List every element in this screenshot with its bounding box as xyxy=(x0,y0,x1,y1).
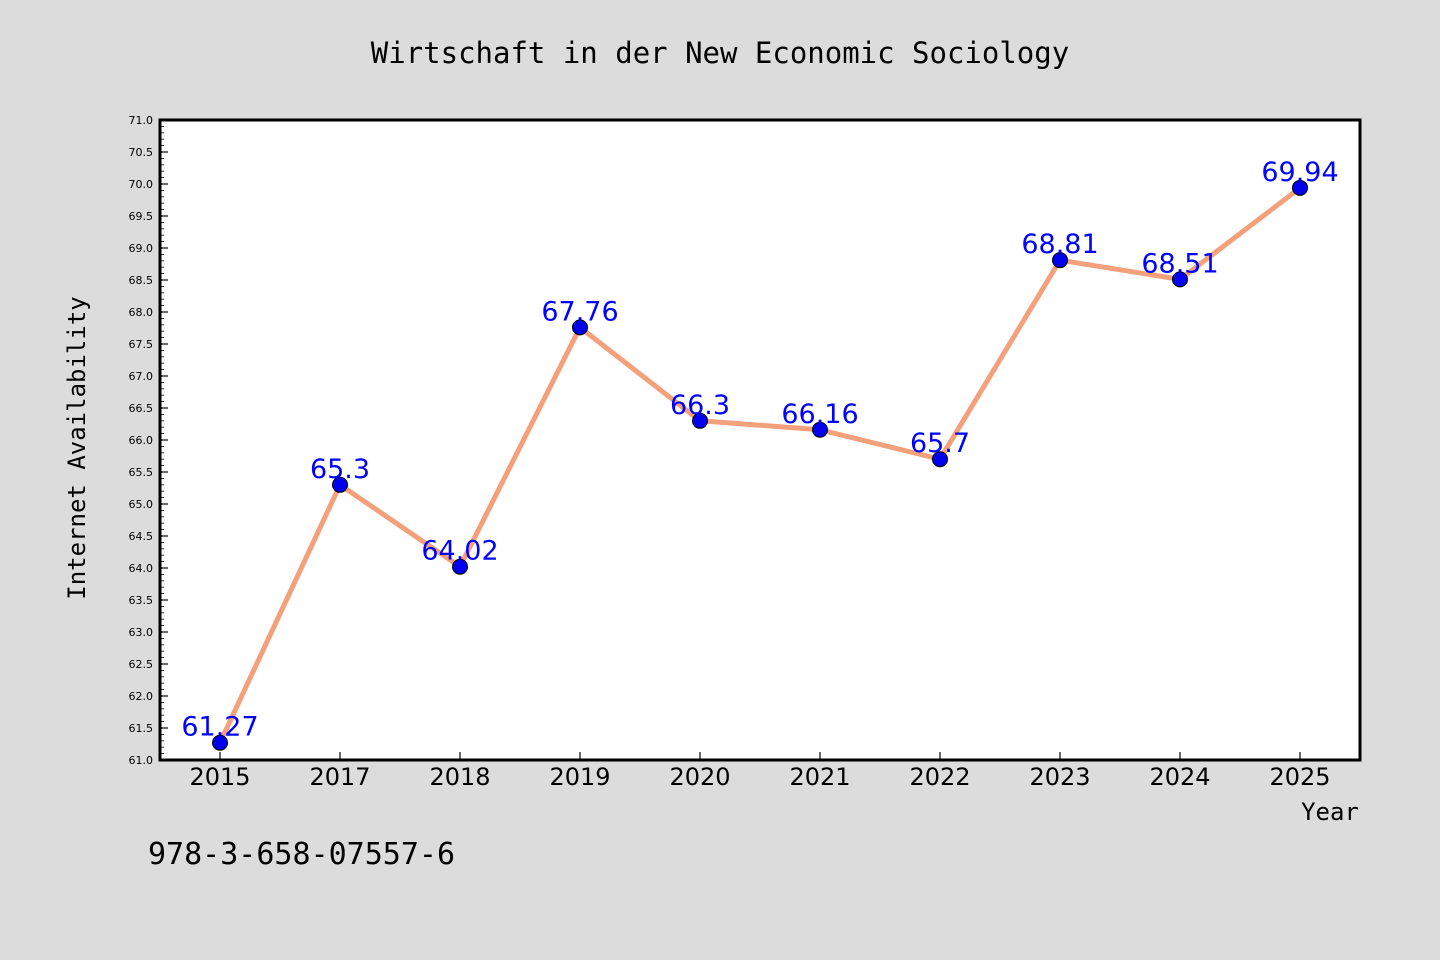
y-tick-label: 62.0 xyxy=(129,690,154,703)
data-label: 67.76 xyxy=(541,296,618,327)
y-tick-label: 68.0 xyxy=(129,306,154,319)
data-labels: 61.27 65.3 64.02 67.76 66.3 66.16 65.7 68.81 68.… xyxy=(181,157,1338,743)
y-tick-label: 70.0 xyxy=(129,178,154,191)
data-point xyxy=(1292,179,1308,196)
y-tick-label: 67.5 xyxy=(129,338,154,351)
data-point xyxy=(572,319,588,336)
y-tick-label: 63.5 xyxy=(129,594,154,607)
y-tick-label: 62.5 xyxy=(129,658,154,671)
y-axis-label: Internet Availability xyxy=(63,296,91,599)
y-tick-label: 66.0 xyxy=(129,434,154,447)
x-tick-label: 2025 xyxy=(1269,763,1330,791)
y-tick-label: 66.5 xyxy=(129,402,154,415)
data-point xyxy=(332,476,348,493)
series-line xyxy=(217,185,1303,746)
data-point xyxy=(1172,271,1188,288)
data-label: 69.94 xyxy=(1261,157,1338,188)
y-tick-label: 69.5 xyxy=(129,210,154,223)
x-tick-label: 2019 xyxy=(549,763,610,791)
data-point xyxy=(452,558,468,575)
x-axis: 2015 2017 2018 2019 2020 2021 2022 2023 2024 2025 xyxy=(189,752,1331,791)
y-tick-label: 64.0 xyxy=(129,562,154,575)
data-label: 68.51 xyxy=(1141,248,1218,279)
data-point xyxy=(932,451,948,468)
x-tick-label: 2024 xyxy=(1149,763,1210,791)
x-tick-label: 2020 xyxy=(669,763,730,791)
y-tick-label: 65.5 xyxy=(129,466,154,479)
data-label: 65.3 xyxy=(310,454,370,485)
y-tick-label: 71.0 xyxy=(129,114,154,127)
y-tick-label: 65.0 xyxy=(129,498,154,511)
data-label: 64.02 xyxy=(421,536,498,567)
y-tick-label: 68.5 xyxy=(129,274,154,287)
series-layer xyxy=(212,179,1308,751)
data-point xyxy=(1052,252,1068,269)
x-axis-label: Year xyxy=(1301,798,1359,826)
y-tick-label: 61.5 xyxy=(129,722,154,735)
footer-isbn: 978-3-658-07557-6 xyxy=(148,837,455,872)
x-tick-label: 2022 xyxy=(909,763,970,791)
plot-area xyxy=(158,118,1362,762)
data-label: 68.81 xyxy=(1021,229,1098,260)
data-label: 66.3 xyxy=(670,390,730,421)
y-tick-label: 64.5 xyxy=(129,530,154,543)
x-tick-label: 2017 xyxy=(309,763,370,791)
x-tick-label: 2018 xyxy=(429,763,490,791)
y-tick-label: 63.0 xyxy=(129,626,154,639)
data-label: 66.16 xyxy=(781,399,858,430)
data-point xyxy=(812,421,828,438)
y-tick-label: 70.5 xyxy=(129,146,154,159)
y-tick-label: 67.0 xyxy=(129,370,154,383)
data-point xyxy=(212,734,228,751)
y-tick-label: 61.0 xyxy=(129,754,154,767)
x-tick-label: 2021 xyxy=(789,763,850,791)
data-label: 61.27 xyxy=(181,712,258,743)
data-label: 65.7 xyxy=(910,428,970,459)
x-tick-label: 2015 xyxy=(189,763,250,791)
y-tick-label: 69.0 xyxy=(129,242,154,255)
x-tick-label: 2023 xyxy=(1029,763,1090,791)
data-point xyxy=(692,412,708,429)
chart-title: Wirtschaft in der New Economic Sociology xyxy=(371,36,1069,70)
y-axis: 61.0 61.5 62.0 62.5 63.0 63.5 64.0 64.5 65.0 65.5… xyxy=(129,114,168,767)
